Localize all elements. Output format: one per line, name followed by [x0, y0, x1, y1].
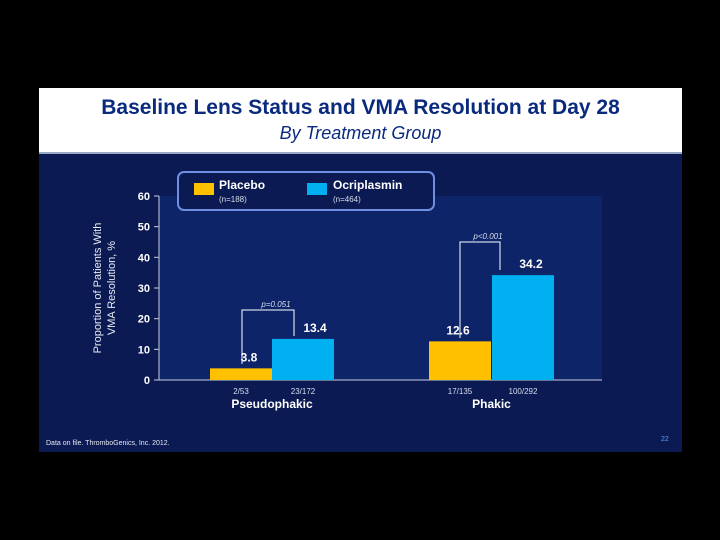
count-label: 100/292: [509, 387, 538, 396]
count-label: 17/135: [448, 387, 473, 396]
slide-title: Baseline Lens Status and VMA Resolution …: [101, 96, 620, 119]
bar-ocriplasmin-phakic: [492, 275, 554, 380]
y-tick-label: 30: [138, 283, 150, 295]
slide-header: Baseline Lens Status and VMA Resolution …: [39, 88, 682, 154]
legend-label: Ocriplasmin: [333, 178, 402, 192]
legend-label: Placebo: [219, 178, 265, 192]
y-tick-label: 10: [138, 344, 150, 356]
category-label: Phakic: [472, 397, 511, 411]
bar-chart: 0 10 20 30 40 50 60 Proportion of Patients With…: [92, 171, 602, 411]
slide-subtitle: By Treatment Group: [279, 123, 442, 143]
legend-box: [177, 171, 435, 211]
p-value-bracket: [459, 241, 501, 338]
y-tick-label: 20: [138, 314, 150, 326]
data-label: 3.8: [241, 350, 258, 364]
bar-placebo-phakic: [429, 341, 491, 380]
p-value-label: p<0.001: [472, 232, 502, 241]
y-tick-label: 0: [144, 375, 150, 387]
y-tick-label: 60: [138, 191, 150, 203]
bar-placebo-pseudophakic: [210, 368, 272, 380]
count-label: 2/53: [233, 387, 249, 396]
legend-n-label: (n=464): [333, 195, 361, 204]
legend-swatch-ocriplasmin: [307, 183, 327, 195]
page-number: 22: [661, 436, 669, 443]
data-label: 13.4: [303, 321, 327, 335]
p-value-label: p=0.051: [260, 300, 290, 309]
data-label: 12.6: [446, 323, 470, 337]
y-axis-label: Proportion of Patients With: [92, 223, 104, 354]
category-label: Pseudophakic: [231, 397, 313, 411]
data-label: 34.2: [519, 257, 543, 271]
y-tick-label: 50: [138, 222, 150, 234]
count-label: 23/172: [291, 387, 316, 396]
slide: Baseline Lens Status and VMA Resolution …: [39, 88, 682, 452]
p-value-bracket: [241, 309, 295, 364]
legend-n-label: (n=188): [219, 195, 247, 204]
legend-swatch-placebo: [194, 183, 214, 195]
bar-ocriplasmin-pseudophakic: [272, 338, 334, 380]
y-axis-label: VMA Resolution, %: [106, 241, 118, 335]
y-tick-label: 40: [138, 252, 150, 264]
footnote: Data on file. ThromboGenics, Inc. 2012.: [46, 440, 170, 447]
